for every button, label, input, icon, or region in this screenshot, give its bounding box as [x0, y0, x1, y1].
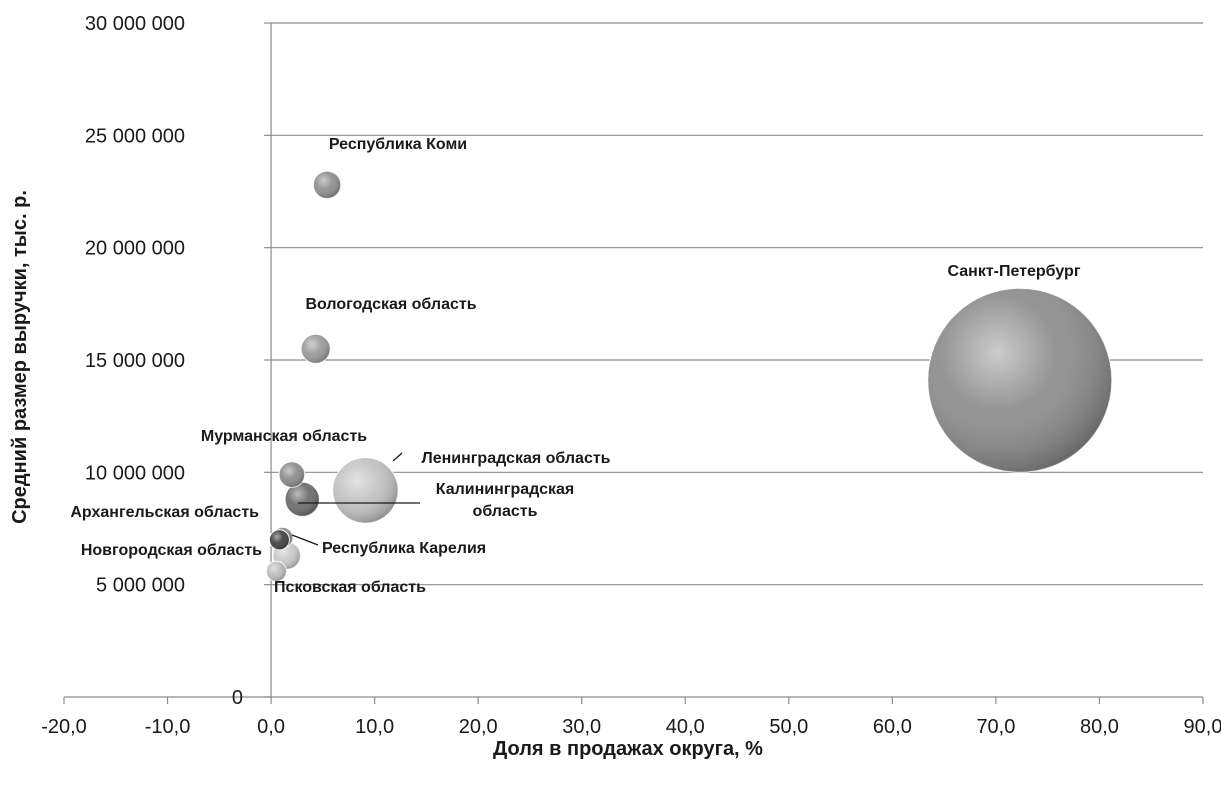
bubble-label-8: Архангельская область — [70, 504, 259, 521]
bubble-3 — [300, 333, 331, 364]
axes — [63, 22, 1204, 704]
bubble-8 — [268, 529, 290, 551]
y-tick-label-6: 30 000 000 — [85, 13, 185, 35]
x-tick-label-11: 90,0 — [1184, 716, 1221, 738]
leader-line-1 — [392, 452, 403, 462]
x-tick-label-9: 70,0 — [976, 716, 1015, 738]
bubble-9 — [265, 560, 287, 582]
y-tick-label-2: 10 000 000 — [85, 462, 185, 484]
x-tick-label-5: 30,0 — [562, 716, 601, 738]
bubble-shading — [301, 334, 331, 364]
bubble-shading — [313, 171, 341, 199]
x-tick-label-3: 10,0 — [355, 716, 394, 738]
x-tick-label-0: -20,0 — [41, 716, 87, 738]
leader-lines — [291, 452, 420, 546]
bubble-shading — [332, 457, 398, 523]
bubble-label-0: Санкт-Петербург — [948, 263, 1081, 280]
y-axis-title: Средний размер выручки, тыс. р. — [9, 190, 31, 524]
bubble-shading — [269, 529, 290, 550]
bubble-shading — [927, 288, 1112, 473]
bubble-2 — [284, 481, 320, 517]
x-tick-label-4: 20,0 — [459, 716, 498, 738]
bubble-label-1: Ленинградская область — [421, 450, 610, 467]
x-axis-title: Доля в продажах округа, % — [493, 738, 763, 760]
bubble-label-5: Мурманская область — [201, 428, 367, 445]
y-tick-labels: 0 5 000 000 10 000 000 15 000 000 20 000 000… — [85, 13, 243, 709]
bubble-0 — [927, 287, 1113, 473]
bubble-label-9: Псковская область — [274, 579, 426, 596]
x-tick-label-8: 60,0 — [873, 716, 912, 738]
gridlines — [271, 22, 1203, 586]
bubble-4 — [312, 170, 342, 199]
x-tick-label-1: -10,0 — [145, 716, 191, 738]
bubble-shading — [266, 561, 287, 582]
bubble-1 — [332, 457, 399, 524]
y-tick-label-1: 5 000 000 — [96, 575, 185, 597]
y-tick-label-5: 25 000 000 — [85, 125, 185, 147]
y-tick-label-0: 0 — [232, 687, 243, 709]
bubble-labels: Санкт-Петербург Ленинградская область Респ… — [70, 136, 1080, 596]
bubble-6 — [278, 461, 306, 488]
x-tick-label-2: 0,0 — [257, 716, 285, 738]
bubble-label-7: Республика Карелия — [322, 540, 486, 557]
x-tick-label-10: 80,0 — [1080, 716, 1119, 738]
leader-line-7 — [291, 534, 319, 546]
x-tick-label-7: 50,0 — [769, 716, 808, 738]
bubble-shading — [278, 461, 305, 488]
bubble-label-6: Новгородская область — [81, 542, 262, 559]
bubbles — [265, 170, 1113, 582]
y-tick-label-4: 20 000 000 — [85, 238, 185, 260]
bubble-label-3: Вологодская область — [305, 296, 476, 313]
bubble-label-2: Республика Коми — [329, 136, 467, 153]
bubble-shading — [285, 482, 320, 517]
bubble-label-4: Калининградская область — [436, 481, 574, 520]
x-tick-labels: -20,0 -10,0 0,0 10,0 20,0 30,0 40,0 50,0 60,0 70,… — [41, 716, 1221, 738]
x-tick-label-6: 40,0 — [666, 716, 705, 738]
y-tick-label-3: 15 000 000 — [85, 350, 185, 372]
